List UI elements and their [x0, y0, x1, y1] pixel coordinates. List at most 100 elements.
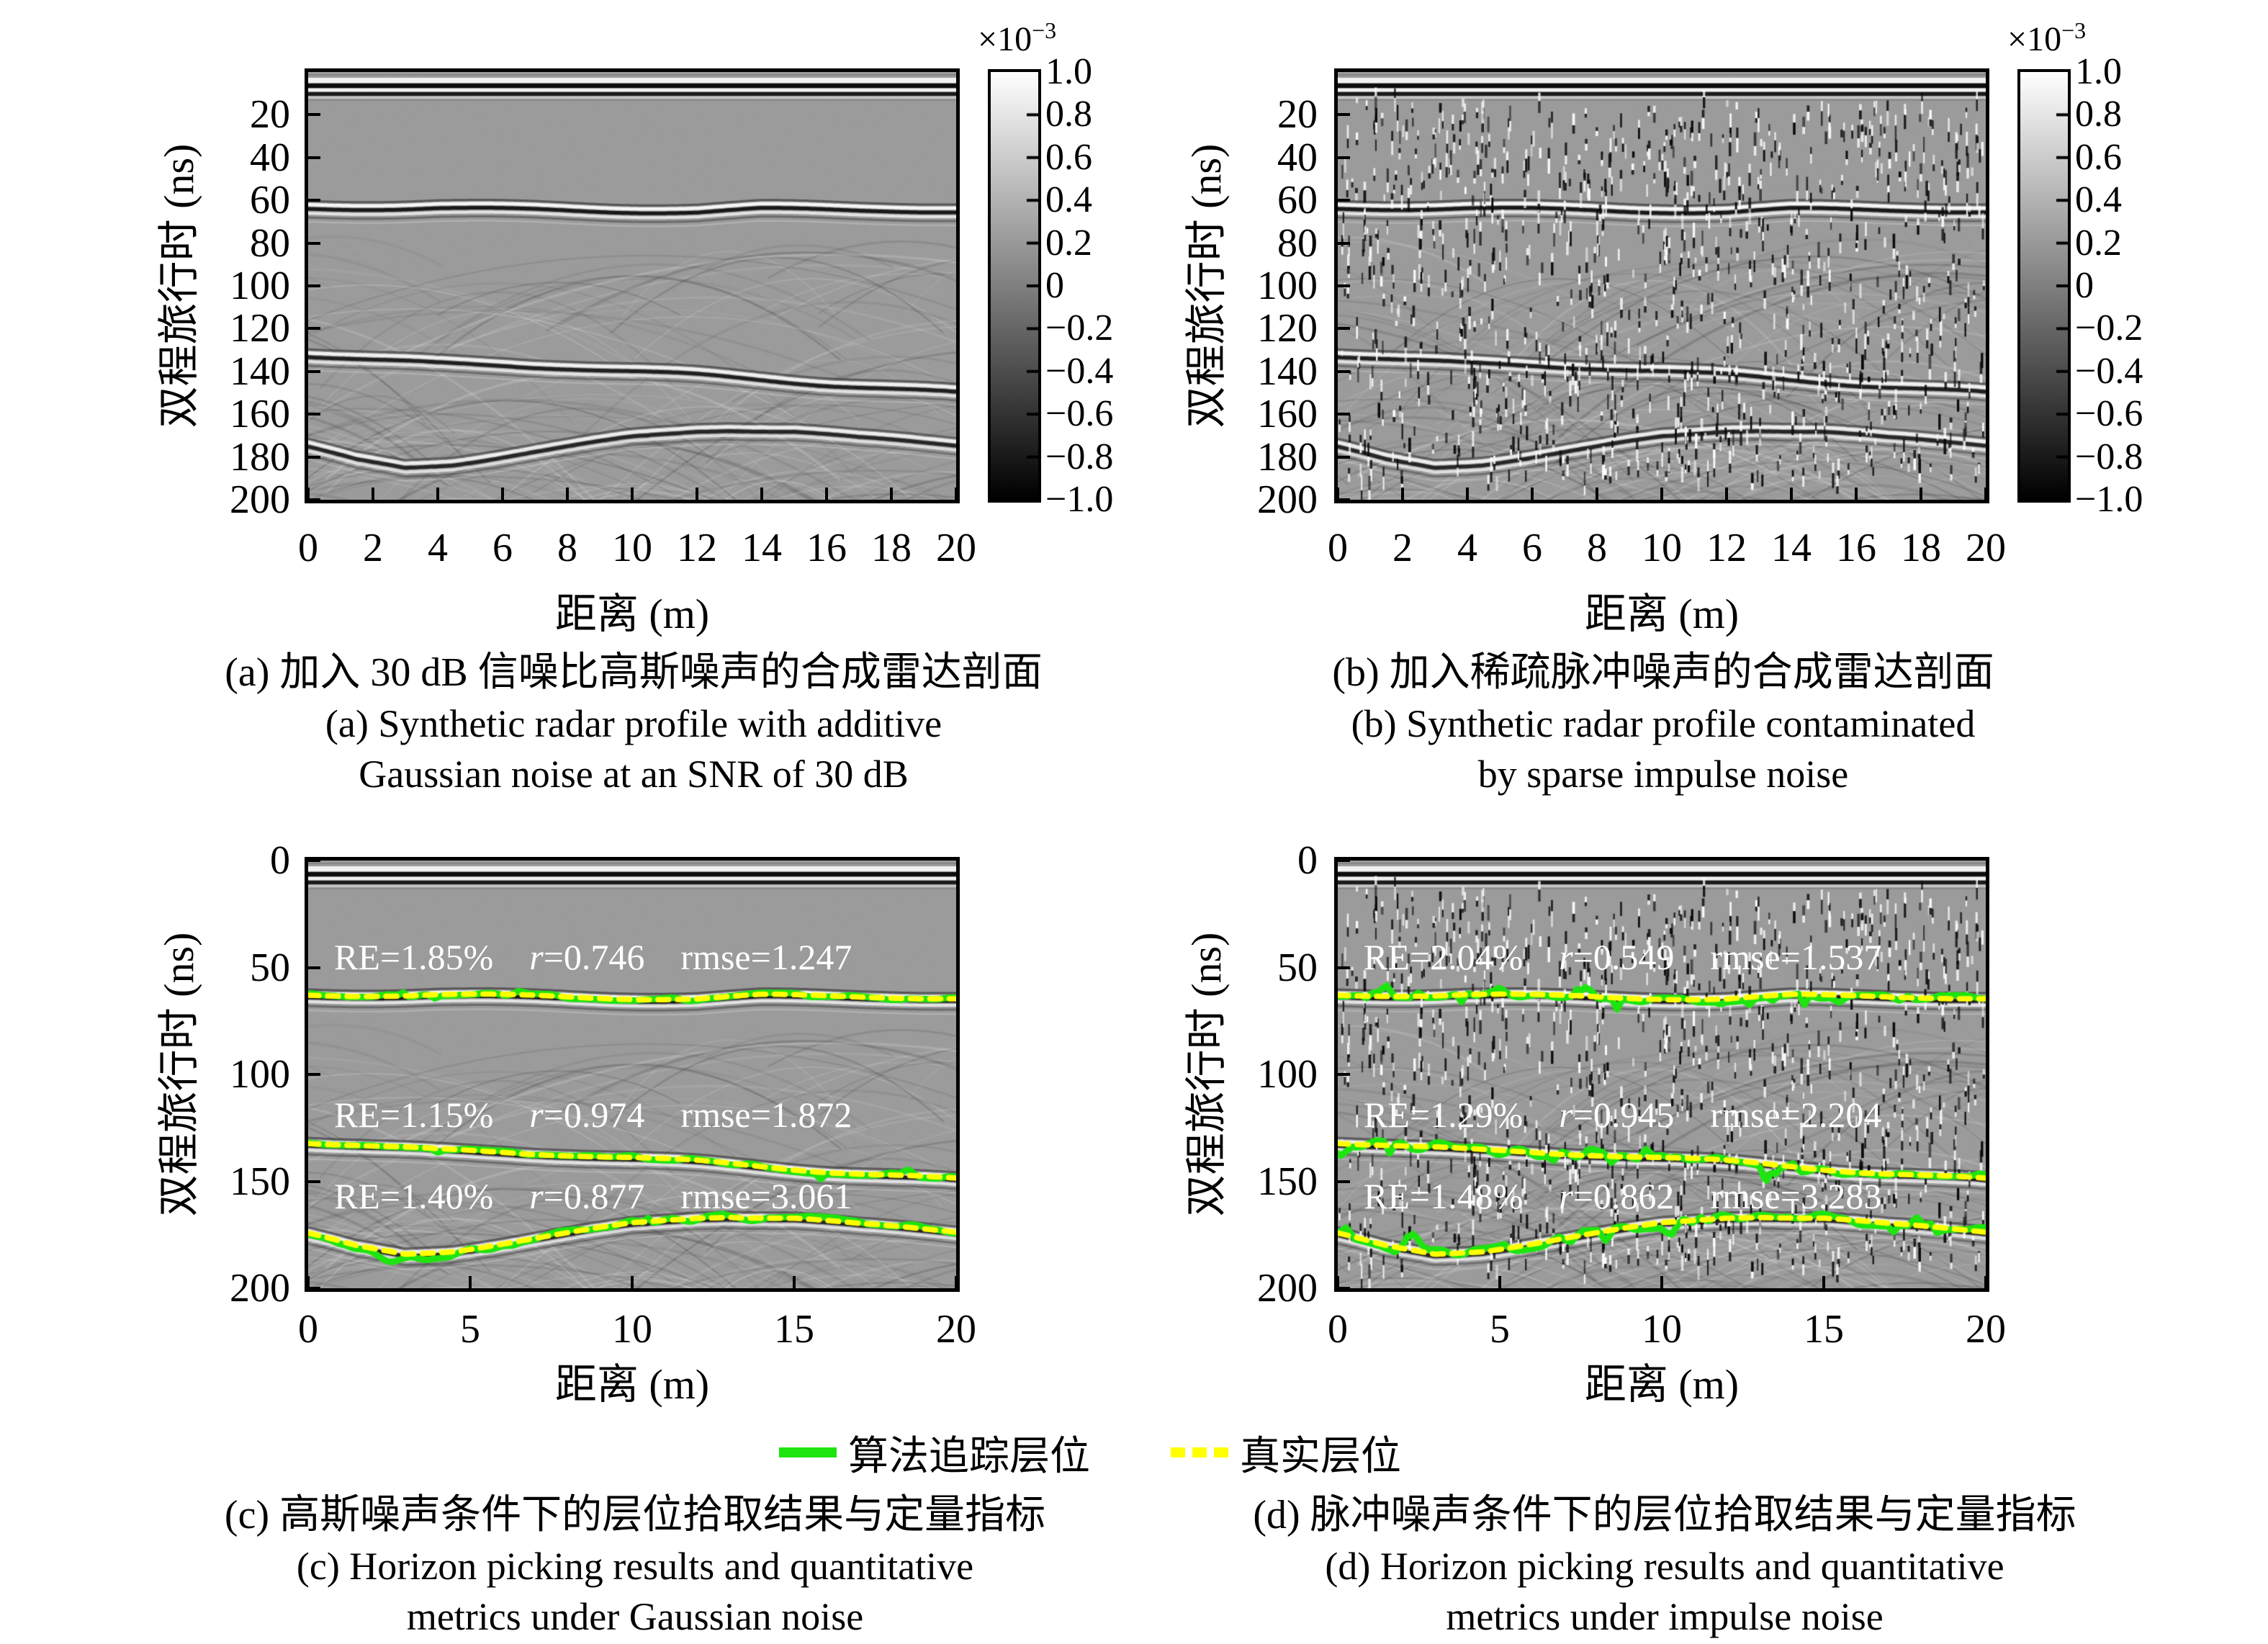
horizon-picking-d: RE=2.04% r=0.549 rmse=1.537 RE=1.29% r=0.945…	[1334, 857, 1989, 1292]
metric-r: r=0.877	[529, 1176, 645, 1217]
metric-rmse: rmse=2.204	[1710, 1095, 1882, 1136]
x-tick-label: 15	[774, 1307, 814, 1352]
caption-b-en1: (b) Synthetic radar profile contaminated	[1351, 702, 1976, 745]
x-tick	[825, 488, 828, 500]
y-tick	[1338, 241, 1350, 245]
x-tick-label: 14	[742, 526, 782, 570]
horizon-metrics-3: RE=1.48% r=0.862 rmse=3.283	[1364, 1174, 1881, 1218]
colorbar-tick-label: 0	[2075, 265, 2094, 306]
y-tick	[1338, 455, 1350, 459]
x-tick	[1984, 1276, 1987, 1288]
truth-horizon-dashed-swatch	[1171, 1447, 1228, 1457]
caption-a-en1: (a) Synthetic radar profile with additiv…	[325, 702, 942, 745]
caption-a-zh: (a) 加入 30 dB 信噪比高斯噪声的合成雷达剖面	[225, 650, 1043, 695]
x-tick	[469, 1276, 472, 1288]
metric-re: RE=2.04%	[1364, 936, 1524, 977]
y-tick-label: 120	[1257, 306, 1318, 351]
metric-r: r=0.862	[1559, 1176, 1675, 1217]
x-tick-label: 14	[1771, 526, 1812, 570]
caption-a-en2: Gaussian noise at an SNR of 30 dB	[359, 753, 909, 796]
horizon-picking-c: RE=1.85% r=0.746 rmse=1.247 RE=1.15% r=0.974…	[305, 857, 960, 1292]
y-tick	[308, 156, 320, 159]
metric-re: RE=1.29%	[1364, 1095, 1524, 1136]
x-tick-label: 16	[806, 526, 847, 570]
x-tick	[1498, 1276, 1501, 1288]
y-tick	[308, 327, 320, 331]
x-axis-label-d: 距离 (m)	[1584, 1361, 1740, 1408]
x-axis-label-b: 距离 (m)	[1584, 590, 1740, 637]
radar-image-b	[1338, 72, 1986, 500]
y-tick-label: 200	[230, 477, 290, 522]
x-tick	[1920, 488, 1922, 500]
x-tick-label: 6	[1522, 526, 1542, 570]
x-tick	[760, 488, 763, 500]
x-tick	[955, 1276, 958, 1288]
colorbar-tick-label: 0.8	[1045, 94, 1092, 135]
metric-r-symbol: r	[1559, 1176, 1573, 1217]
radar-profile-b	[1334, 68, 1989, 503]
colorbar-scale-a: ×10−3	[978, 9, 1057, 58]
tracked-horizon-line-swatch	[779, 1447, 837, 1457]
x-tick-label: 4	[428, 526, 448, 570]
y-tick-label: 150	[1257, 1159, 1318, 1204]
x-tick	[1596, 488, 1598, 500]
y-tick	[1338, 113, 1350, 117]
metric-r-symbol: r	[529, 1176, 544, 1217]
x-tick-label: 20	[936, 1307, 976, 1352]
x-axis-label-a: 距离 (m)	[554, 590, 710, 637]
x-tick-label: 12	[677, 526, 717, 570]
y-tick-label: 50	[250, 945, 290, 990]
colorbar-tick-label: −0.2	[1045, 307, 1114, 349]
y-tick-label: 180	[1257, 434, 1318, 480]
metric-rmse: rmse=1.247	[680, 936, 852, 977]
y-tick	[1338, 369, 1350, 373]
x-tick	[1822, 1276, 1825, 1288]
y-tick	[1338, 156, 1350, 159]
y-tick-label: 200	[1257, 477, 1318, 522]
y-tick	[1338, 1180, 1350, 1183]
metric-rmse: rmse=1.537	[1710, 936, 1882, 977]
colorbar-scale-base: ×10	[2007, 20, 2062, 58]
x-tick	[372, 488, 374, 500]
caption-b-zh: (b) 加入稀疏脉冲噪声的合成雷达剖面	[1332, 650, 1994, 695]
x-tick	[1725, 488, 1728, 500]
x-axis-label-c: 距离 (m)	[554, 1361, 710, 1408]
y-tick-label: 100	[1257, 264, 1318, 308]
metric-r: r=0.746	[529, 936, 645, 977]
caption-d: (d) 脉冲噪声条件下的层位拾取结果与定量指标 (d) Horizon pick…	[1161, 1489, 2169, 1642]
y-tick-label: 100	[230, 1052, 290, 1097]
metric-re: RE=1.85%	[334, 936, 494, 977]
colorbar-tick-label: −0.8	[2075, 436, 2143, 477]
y-tick-label: 0	[1297, 838, 1318, 883]
colorbar-tick-label: 0.6	[1045, 136, 1092, 178]
x-tick	[793, 1276, 796, 1288]
colorbar-tick-label: 0.4	[1045, 179, 1092, 221]
y-tick-label: 160	[1257, 392, 1318, 437]
x-tick-label: 8	[1587, 526, 1607, 570]
y-tick-label: 40	[1277, 135, 1318, 180]
horizon-metrics-2: RE=1.29% r=0.945 rmse=2.204	[1364, 1092, 1881, 1137]
metric-r-symbol: r	[1559, 1095, 1573, 1136]
y-tick	[308, 859, 320, 862]
colorbar-tick-label: 0.6	[2075, 136, 2122, 178]
x-tick-label: 0	[298, 1307, 318, 1352]
y-tick-label: 60	[1277, 178, 1318, 223]
colorbar-tick-label: 0.2	[1045, 222, 1092, 264]
x-tick	[501, 488, 504, 500]
colorbar-scale-exponent: −3	[1032, 17, 1057, 43]
y-tick	[308, 199, 320, 202]
metric-r: r=0.974	[529, 1095, 645, 1136]
x-tick-label: 20	[936, 526, 976, 570]
x-tick-label: 0	[298, 526, 318, 570]
caption-c-en2: metrics under Gaussian noise	[406, 1595, 864, 1638]
colorbar-tick-label: −0.2	[2075, 307, 2143, 349]
colorbar-tick-label: −0.4	[1045, 350, 1114, 392]
x-tick-label: 4	[1457, 526, 1477, 570]
colorbar-tick-label: −0.6	[1045, 393, 1114, 435]
y-tick-label: 120	[230, 306, 290, 351]
horizon-metrics-1: RE=2.04% r=0.549 rmse=1.537	[1364, 935, 1881, 979]
x-tick	[1336, 488, 1339, 500]
x-tick-label: 0	[1328, 526, 1348, 570]
y-tick-label: 140	[1257, 349, 1318, 394]
y-tick-label: 200	[230, 1266, 290, 1311]
